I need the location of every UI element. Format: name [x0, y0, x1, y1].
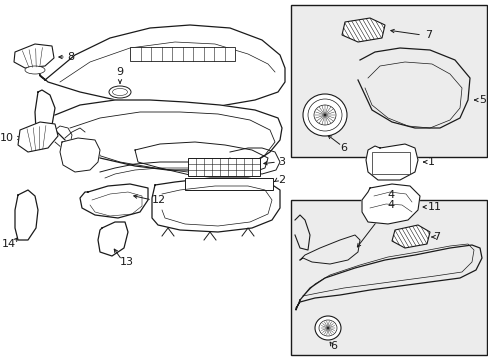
Polygon shape [55, 100, 282, 170]
Ellipse shape [109, 86, 131, 98]
Text: 6: 6 [329, 341, 336, 351]
Text: 11: 11 [427, 202, 441, 212]
Bar [184, 178, 272, 190]
Text: 10: 10 [0, 133, 14, 143]
Text: 4: 4 [386, 200, 393, 210]
Polygon shape [18, 122, 58, 152]
Polygon shape [14, 44, 54, 68]
Text: 4: 4 [386, 190, 393, 200]
Polygon shape [361, 184, 419, 224]
Text: 9: 9 [116, 67, 123, 77]
Ellipse shape [307, 99, 341, 131]
Ellipse shape [318, 320, 336, 336]
Bar [290, 5, 486, 157]
Ellipse shape [112, 89, 127, 95]
Polygon shape [38, 25, 285, 108]
Ellipse shape [303, 94, 346, 136]
Polygon shape [60, 138, 100, 172]
Text: 13: 13 [120, 257, 134, 267]
Text: 3: 3 [278, 157, 285, 167]
Polygon shape [35, 90, 55, 142]
Text: 6: 6 [339, 143, 346, 153]
Polygon shape [391, 225, 429, 248]
Text: 7: 7 [424, 30, 431, 40]
Text: 1: 1 [427, 157, 434, 167]
Polygon shape [341, 18, 384, 42]
Text: 5: 5 [478, 95, 485, 105]
Text: 7: 7 [432, 232, 439, 242]
Ellipse shape [314, 316, 340, 340]
Text: 8: 8 [67, 52, 74, 62]
Polygon shape [98, 222, 128, 256]
Ellipse shape [25, 66, 45, 74]
Bar [371, 152, 409, 174]
Bar [130, 47, 235, 61]
Polygon shape [15, 190, 38, 240]
Polygon shape [152, 178, 280, 232]
Polygon shape [365, 144, 417, 180]
Text: 2: 2 [278, 175, 285, 185]
Ellipse shape [313, 105, 335, 125]
Bar [290, 200, 486, 355]
Text: 12: 12 [152, 195, 166, 205]
Bar [187, 158, 260, 176]
Polygon shape [80, 184, 148, 218]
Text: 14: 14 [2, 239, 16, 249]
